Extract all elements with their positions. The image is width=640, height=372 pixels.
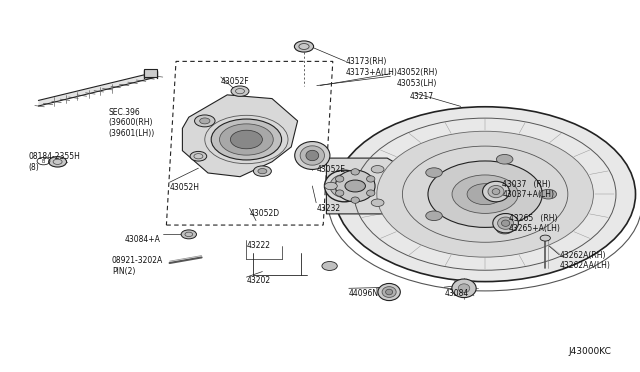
Circle shape [258,169,267,174]
Ellipse shape [426,211,442,221]
Ellipse shape [300,146,324,165]
Ellipse shape [306,150,319,161]
Circle shape [345,180,365,192]
Text: 43084+A: 43084+A [125,235,161,244]
Text: 43173(RH)
43173+A(LH): 43173(RH) 43173+A(LH) [346,57,397,77]
Ellipse shape [351,169,360,175]
Ellipse shape [497,224,513,234]
Text: 43084: 43084 [445,289,469,298]
Text: B: B [42,158,45,164]
Circle shape [335,107,636,282]
Text: 08184-2355H
(8): 08184-2355H (8) [29,152,81,171]
Circle shape [452,175,518,214]
Ellipse shape [337,179,353,193]
Ellipse shape [335,170,375,202]
Ellipse shape [324,170,364,202]
Text: 43262A(RH)
43262AA(LH): 43262A(RH) 43262AA(LH) [560,251,611,270]
Circle shape [220,124,273,155]
Ellipse shape [502,220,510,226]
Circle shape [540,235,550,241]
Text: 43052H: 43052H [170,183,200,192]
Polygon shape [326,158,397,214]
Circle shape [371,199,384,206]
Text: 43037   (RH)
43037+A(LH): 43037 (RH) 43037+A(LH) [502,180,554,199]
Ellipse shape [382,286,396,298]
Text: 43202: 43202 [246,276,271,285]
Ellipse shape [492,189,500,195]
Circle shape [467,184,503,205]
Circle shape [371,166,384,173]
Ellipse shape [498,217,514,229]
Ellipse shape [335,176,344,182]
Text: 43232: 43232 [317,204,341,213]
Circle shape [211,119,282,160]
Ellipse shape [294,142,330,169]
Ellipse shape [488,185,504,198]
Ellipse shape [385,289,393,295]
Ellipse shape [426,168,442,177]
Polygon shape [182,95,298,177]
Ellipse shape [483,182,509,202]
Text: 08921-3202A
PIN(2): 08921-3202A PIN(2) [112,256,163,276]
Text: 43052F: 43052F [221,77,250,86]
Text: 43052D: 43052D [250,209,280,218]
Circle shape [324,182,337,190]
Ellipse shape [452,279,476,298]
Polygon shape [38,72,157,106]
Ellipse shape [335,190,344,196]
Ellipse shape [367,176,375,182]
Circle shape [253,166,271,176]
Text: 43052(RH)
43053(LH): 43052(RH) 43053(LH) [397,68,438,88]
Circle shape [428,161,542,227]
Ellipse shape [351,197,360,203]
Ellipse shape [330,174,359,198]
Ellipse shape [540,189,557,199]
Ellipse shape [458,284,470,293]
Ellipse shape [493,214,518,233]
Circle shape [200,118,210,124]
Circle shape [195,115,215,127]
Circle shape [322,262,337,270]
Text: 43217: 43217 [410,92,434,101]
Text: 43265   (RH)
43265+A(LH): 43265 (RH) 43265+A(LH) [509,214,561,233]
Ellipse shape [378,283,401,301]
Text: 43052E: 43052E [317,165,346,174]
Text: SEC.396
(39600(RH)
(39601(LH)): SEC.396 (39600(RH) (39601(LH)) [109,108,155,138]
Text: J43000KC: J43000KC [568,347,611,356]
Bar [144,69,157,77]
Text: 44096N: 44096N [349,289,379,298]
Ellipse shape [367,190,375,196]
Circle shape [230,130,262,149]
Ellipse shape [497,154,513,164]
Circle shape [49,157,67,167]
Circle shape [181,230,196,239]
Circle shape [231,86,249,96]
Circle shape [190,151,207,161]
Circle shape [377,131,593,257]
Circle shape [294,41,314,52]
Text: 43222: 43222 [246,241,270,250]
